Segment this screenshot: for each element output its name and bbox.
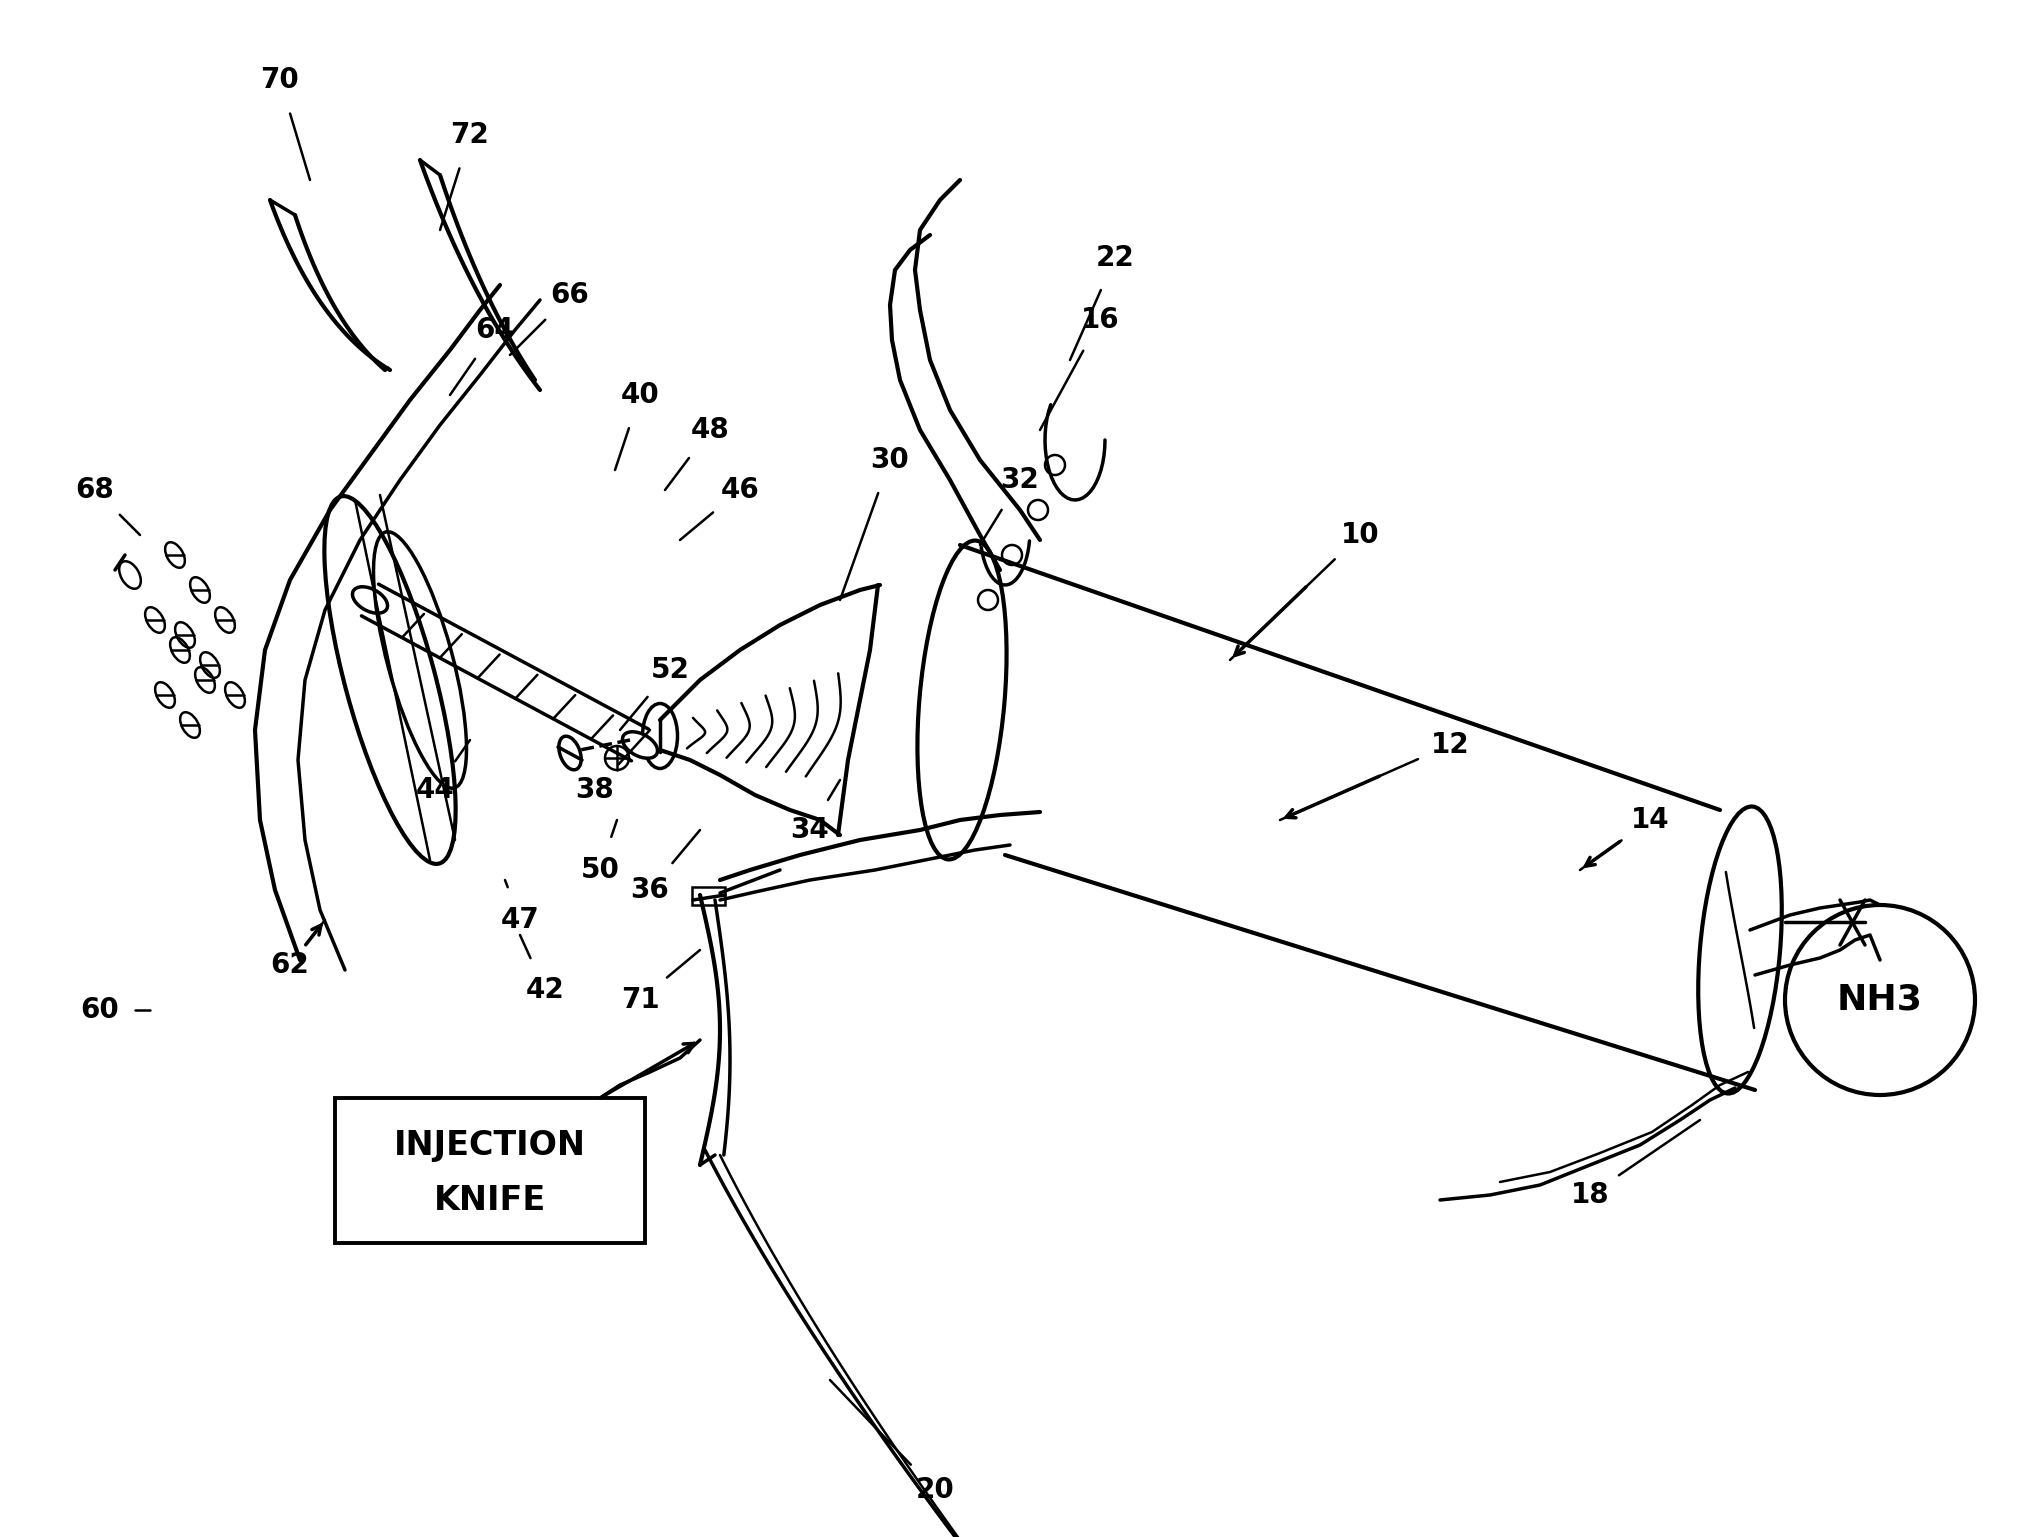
- Text: 60: 60: [81, 996, 119, 1024]
- Text: 66: 66: [550, 281, 589, 309]
- Text: 46: 46: [720, 476, 759, 504]
- Text: 44: 44: [415, 776, 455, 804]
- Bar: [692, 887, 724, 905]
- Text: 70: 70: [261, 66, 299, 94]
- Text: 47: 47: [500, 905, 540, 934]
- Text: 32: 32: [1001, 466, 1040, 493]
- Text: 62: 62: [271, 951, 310, 979]
- Text: NH3: NH3: [1837, 984, 1924, 1017]
- Text: 64: 64: [475, 317, 514, 344]
- Ellipse shape: [623, 732, 657, 758]
- Text: 52: 52: [651, 656, 690, 684]
- FancyBboxPatch shape: [336, 1097, 645, 1242]
- Text: 34: 34: [791, 816, 829, 844]
- Text: 16: 16: [1080, 306, 1119, 334]
- Text: 18: 18: [1570, 1180, 1610, 1210]
- Text: 71: 71: [621, 987, 659, 1014]
- Text: 38: 38: [577, 776, 615, 804]
- Text: 30: 30: [870, 446, 910, 473]
- Ellipse shape: [352, 587, 388, 613]
- Text: 48: 48: [690, 417, 730, 444]
- Text: 72: 72: [451, 121, 490, 149]
- Text: 36: 36: [631, 876, 670, 904]
- Text: KNIFE: KNIFE: [433, 1183, 546, 1216]
- Text: 14: 14: [1631, 805, 1669, 835]
- Text: 10: 10: [1341, 521, 1380, 549]
- Text: 22: 22: [1096, 244, 1135, 272]
- Text: 50: 50: [581, 856, 619, 884]
- Text: 40: 40: [621, 381, 659, 409]
- Text: 20: 20: [916, 1476, 955, 1505]
- Text: INJECTION: INJECTION: [394, 1128, 587, 1162]
- Text: 68: 68: [75, 476, 115, 504]
- Text: 42: 42: [526, 976, 564, 1004]
- Text: 12: 12: [1430, 732, 1469, 759]
